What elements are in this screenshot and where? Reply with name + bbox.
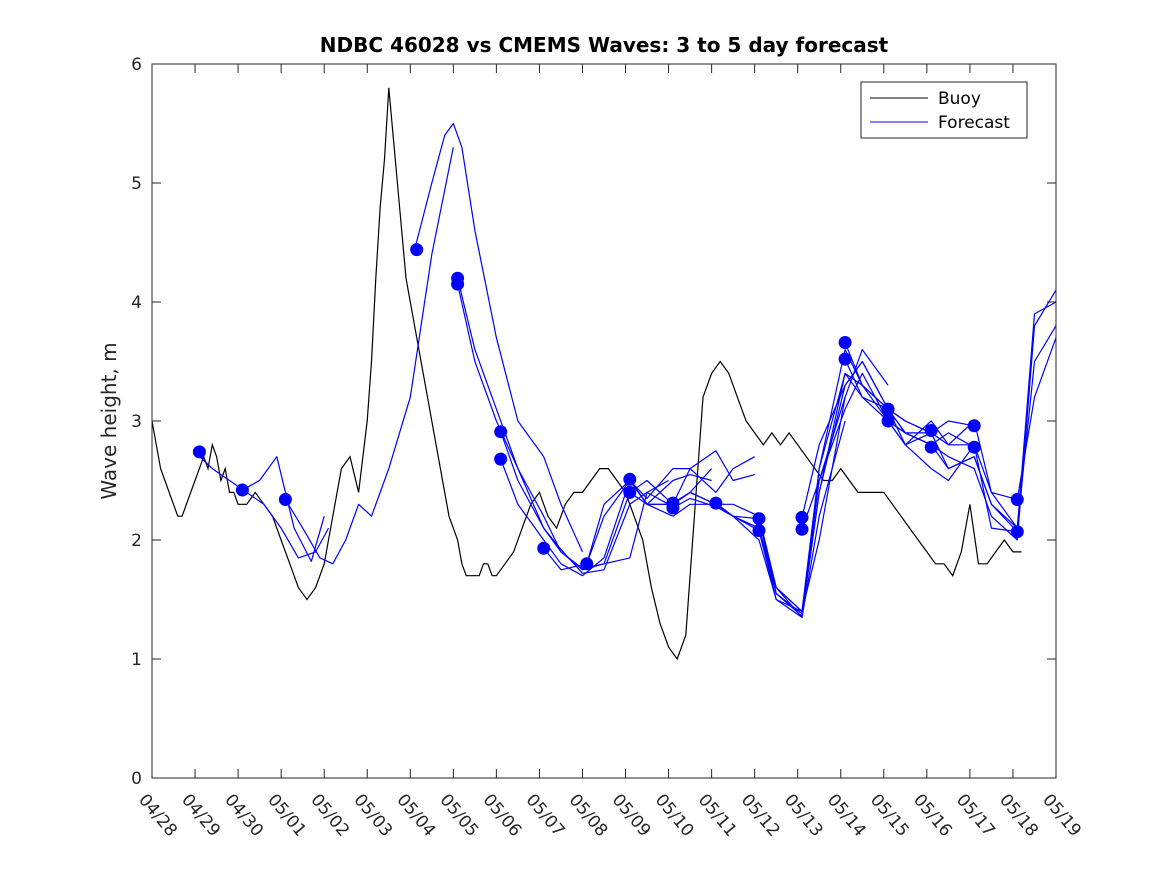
x-tick-label: 05/11	[694, 790, 741, 840]
x-tick-label: 05/13	[780, 790, 827, 840]
forecast-marker	[752, 524, 766, 537]
forecast-series-line-6	[457, 283, 669, 574]
forecast-marker	[666, 501, 680, 515]
forecast-marker	[881, 414, 895, 428]
forecast-marker	[235, 483, 249, 497]
x-tick-label: 04/30	[220, 790, 267, 840]
forecast-series-line-2	[242, 456, 325, 563]
x-tick-label: 05/01	[263, 790, 310, 840]
forecast-marker	[924, 424, 938, 437]
forecast-series-line-10	[586, 450, 755, 565]
forecast-marker	[1010, 525, 1024, 539]
forecast-series-line-4	[414, 122, 584, 553]
forecast-marker	[451, 277, 465, 291]
forecast-series-line-3	[284, 147, 454, 565]
x-tick-label: 05/04	[392, 790, 439, 840]
x-tick-label: 05/12	[737, 790, 784, 840]
legend: Buoy Forecast	[860, 81, 1028, 139]
y-tick-label: 3	[131, 412, 142, 432]
x-tick-label: 04/29	[177, 790, 224, 840]
forecast-marker	[709, 496, 723, 510]
plot-background	[152, 64, 1056, 778]
y-tick-label: 1	[131, 650, 142, 670]
x-tick-label: 05/07	[522, 790, 569, 840]
x-tick-label: 05/06	[479, 790, 526, 840]
y-tick-label: 5	[131, 174, 142, 194]
forecast-series-line-1	[194, 451, 330, 559]
forecast-marker	[795, 522, 809, 536]
legend-buoy-label: Buoy	[938, 89, 981, 109]
x-tick-label: 04/28	[134, 790, 181, 840]
x-tick-label: 05/05	[436, 790, 483, 840]
x-tick-label: 05/08	[565, 790, 612, 840]
plot-frame	[151, 63, 1057, 779]
y-axis-label: Wave height, m	[97, 342, 121, 499]
forecast-series-line-21	[844, 325, 1057, 529]
x-tick-label: 05/10	[651, 790, 698, 840]
legend-box	[860, 81, 1028, 139]
x-tick-label: 05/17	[952, 790, 999, 840]
x-tick-label: 05/15	[866, 790, 913, 840]
forecast-marker	[1010, 493, 1024, 506]
y-tick-label: 4	[131, 293, 142, 313]
forecast-marker	[838, 336, 852, 349]
forecast-marker	[623, 472, 637, 486]
legend-forecast-label: Forecast	[938, 113, 1010, 133]
x-tick-label: 05/16	[909, 790, 956, 840]
forecast-marker	[410, 243, 424, 257]
forecast-marker	[580, 557, 594, 571]
forecast-marker	[967, 440, 981, 454]
forecast-marker	[967, 419, 981, 433]
forecast-marker	[752, 512, 766, 526]
x-tick-label: 05/02	[306, 790, 353, 840]
plot-area	[151, 87, 1057, 661]
x-tick-label: 05/03	[349, 790, 396, 840]
chart-title: NDBC 46028 vs CMEMS Waves: 3 to 5 day fo…	[320, 33, 889, 57]
y-tick-label: 6	[131, 55, 142, 75]
x-tick-label: 05/18	[995, 790, 1042, 840]
forecast-series-line-8	[500, 458, 712, 577]
forecast-marker	[537, 541, 551, 555]
x-tick-label: 05/09	[608, 790, 655, 840]
forecast-marker	[494, 452, 508, 466]
forecast-marker	[795, 510, 809, 524]
forecast-marker	[623, 485, 637, 499]
forecast-marker	[278, 493, 292, 506]
y-tick-label: 2	[131, 531, 142, 551]
y-tick-label: 0	[131, 769, 142, 789]
forecast-marker	[924, 440, 938, 454]
forecast-marker	[838, 352, 852, 366]
forecast-marker	[881, 402, 895, 416]
buoy-series-line	[151, 87, 1022, 661]
forecast-marker	[494, 425, 508, 439]
x-tick-label: 05/14	[823, 790, 870, 840]
x-tick-label: 05/19	[1038, 790, 1085, 840]
forecast-marker	[192, 445, 206, 459]
